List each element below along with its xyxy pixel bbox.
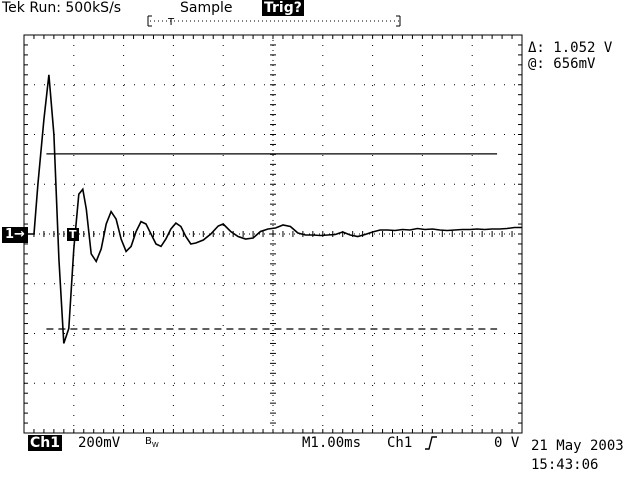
bandwidth-limit-flag: BW	[145, 434, 159, 453]
graticule	[23, 34, 523, 434]
channel-label: Ch1	[28, 435, 62, 451]
acquisition-status: Tek Run: 500kS/s	[2, 0, 122, 16]
record-position-indicator: T	[147, 15, 401, 28]
rising-edge-icon	[425, 436, 437, 450]
volts-per-div: 200mV	[78, 435, 121, 451]
ch1-ground-marker: 1→	[2, 227, 28, 243]
trigger-position-marker: T	[67, 228, 79, 241]
acquisition-mode: Sample	[180, 0, 233, 16]
cursor-at-readout: @: 656mV	[528, 56, 596, 72]
record-trigger-marker: T	[167, 17, 175, 28]
capture-time: 15:43:06	[531, 457, 599, 473]
trigger-source: Ch1	[387, 435, 413, 451]
timebase: M1.00ms	[302, 435, 362, 451]
trigger-level: 0 V	[494, 435, 520, 451]
bw-flag-letter: B	[145, 436, 152, 447]
trigger-state-badge: Trig?	[262, 0, 304, 16]
capture-date: 21 May 2003	[531, 438, 624, 454]
bw-flag-sub: W	[151, 441, 159, 449]
cursor-lines	[46, 153, 498, 330]
cursor-delta-readout: Δ: 1.052 V	[528, 40, 613, 56]
ch1-waveform	[24, 74, 522, 344]
